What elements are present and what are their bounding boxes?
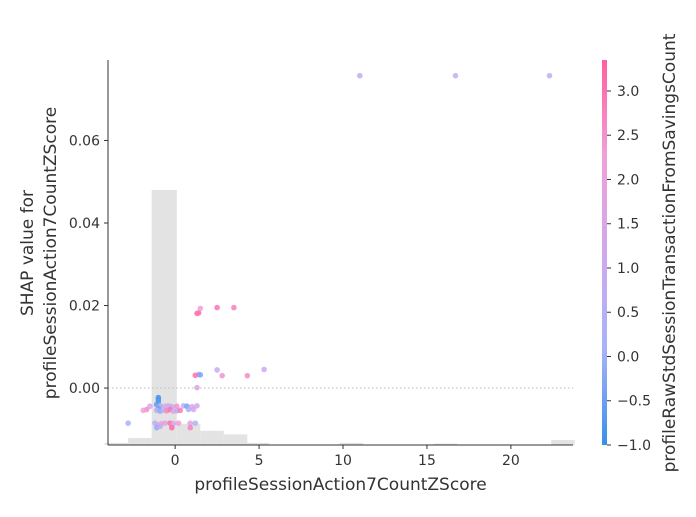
data-point xyxy=(546,72,553,79)
data-point xyxy=(261,366,267,373)
data-point xyxy=(187,424,194,431)
y-axis-label-line-2: profileSessionAction7CountZScore xyxy=(41,107,61,399)
data-point xyxy=(357,72,363,79)
colorbar-tick-label: 3.0 xyxy=(617,84,639,100)
histogram-bar xyxy=(176,423,201,445)
data-point xyxy=(214,367,220,373)
histogram xyxy=(104,190,575,445)
histogram-bar xyxy=(247,442,270,445)
colorbar-tick-label: 0.0 xyxy=(617,349,639,365)
colorbar-ticks: 3.0 2.5 2.0 1.5 1.0 0.5 0.0 −0.5 −1.0 xyxy=(607,84,651,454)
colorbar-tick-label: 1.0 xyxy=(617,261,639,277)
x-tick-label: 5 xyxy=(255,453,264,469)
colorbar-tick-label: 1.5 xyxy=(617,217,639,233)
data-point xyxy=(194,310,200,317)
histogram-bar xyxy=(339,442,364,445)
data-point xyxy=(174,403,180,410)
x-tick-label: 10 xyxy=(334,453,352,469)
y-axis-label-line-1: SHAP value for xyxy=(18,190,38,316)
data-point xyxy=(190,406,197,413)
histogram-bar xyxy=(223,434,248,445)
y-tick-label: 0.06 xyxy=(69,133,100,149)
data-point xyxy=(244,372,251,379)
data-point xyxy=(140,407,147,414)
data-point xyxy=(219,372,225,379)
data-point xyxy=(192,420,199,426)
colorbar-tick-label: 0.5 xyxy=(617,305,639,321)
data-point xyxy=(175,420,182,426)
x-tick-label: 20 xyxy=(502,453,520,469)
data-point xyxy=(168,424,175,431)
colorbar xyxy=(602,60,607,445)
data-point xyxy=(157,423,163,430)
x-axis-label: profileSessionAction7CountZScore xyxy=(194,475,486,495)
data-point xyxy=(187,420,194,426)
data-point xyxy=(177,407,183,414)
histogram-bar xyxy=(104,442,129,445)
y-axis-ticks: 0.00 0.02 0.04 0.06 xyxy=(69,133,108,397)
histogram-bar xyxy=(200,430,224,445)
histogram-bar xyxy=(128,437,152,445)
data-point xyxy=(185,406,192,413)
colorbar-tick-label: −1.0 xyxy=(617,438,651,454)
data-point xyxy=(194,402,200,409)
data-point xyxy=(192,372,199,379)
data-point xyxy=(162,420,168,426)
data-point xyxy=(197,305,204,312)
x-tick-label: 0 xyxy=(171,453,180,469)
data-point xyxy=(452,72,459,79)
y-tick-label: 0.02 xyxy=(69,299,100,315)
x-axis-ticks: 0 5 10 15 20 xyxy=(171,445,520,469)
y-tick-label: 0.04 xyxy=(69,216,100,232)
y-tick-label: 0.00 xyxy=(69,381,100,397)
colorbar-tick-label: 2.0 xyxy=(617,172,639,188)
scatter-points xyxy=(125,72,553,431)
data-point xyxy=(231,304,237,311)
colorbar-label: profileRawStdSessionTransactionFromSavin… xyxy=(660,33,680,472)
x-tick-label: 15 xyxy=(418,453,436,469)
colorbar-tick-label: −0.5 xyxy=(617,394,651,410)
histogram-bar xyxy=(433,443,458,445)
data-point xyxy=(125,420,131,426)
data-point xyxy=(197,372,204,378)
data-point xyxy=(214,304,220,311)
data-point xyxy=(194,384,200,391)
histogram-bar xyxy=(551,440,575,445)
colorbar-tick-label: 2.5 xyxy=(617,128,639,144)
